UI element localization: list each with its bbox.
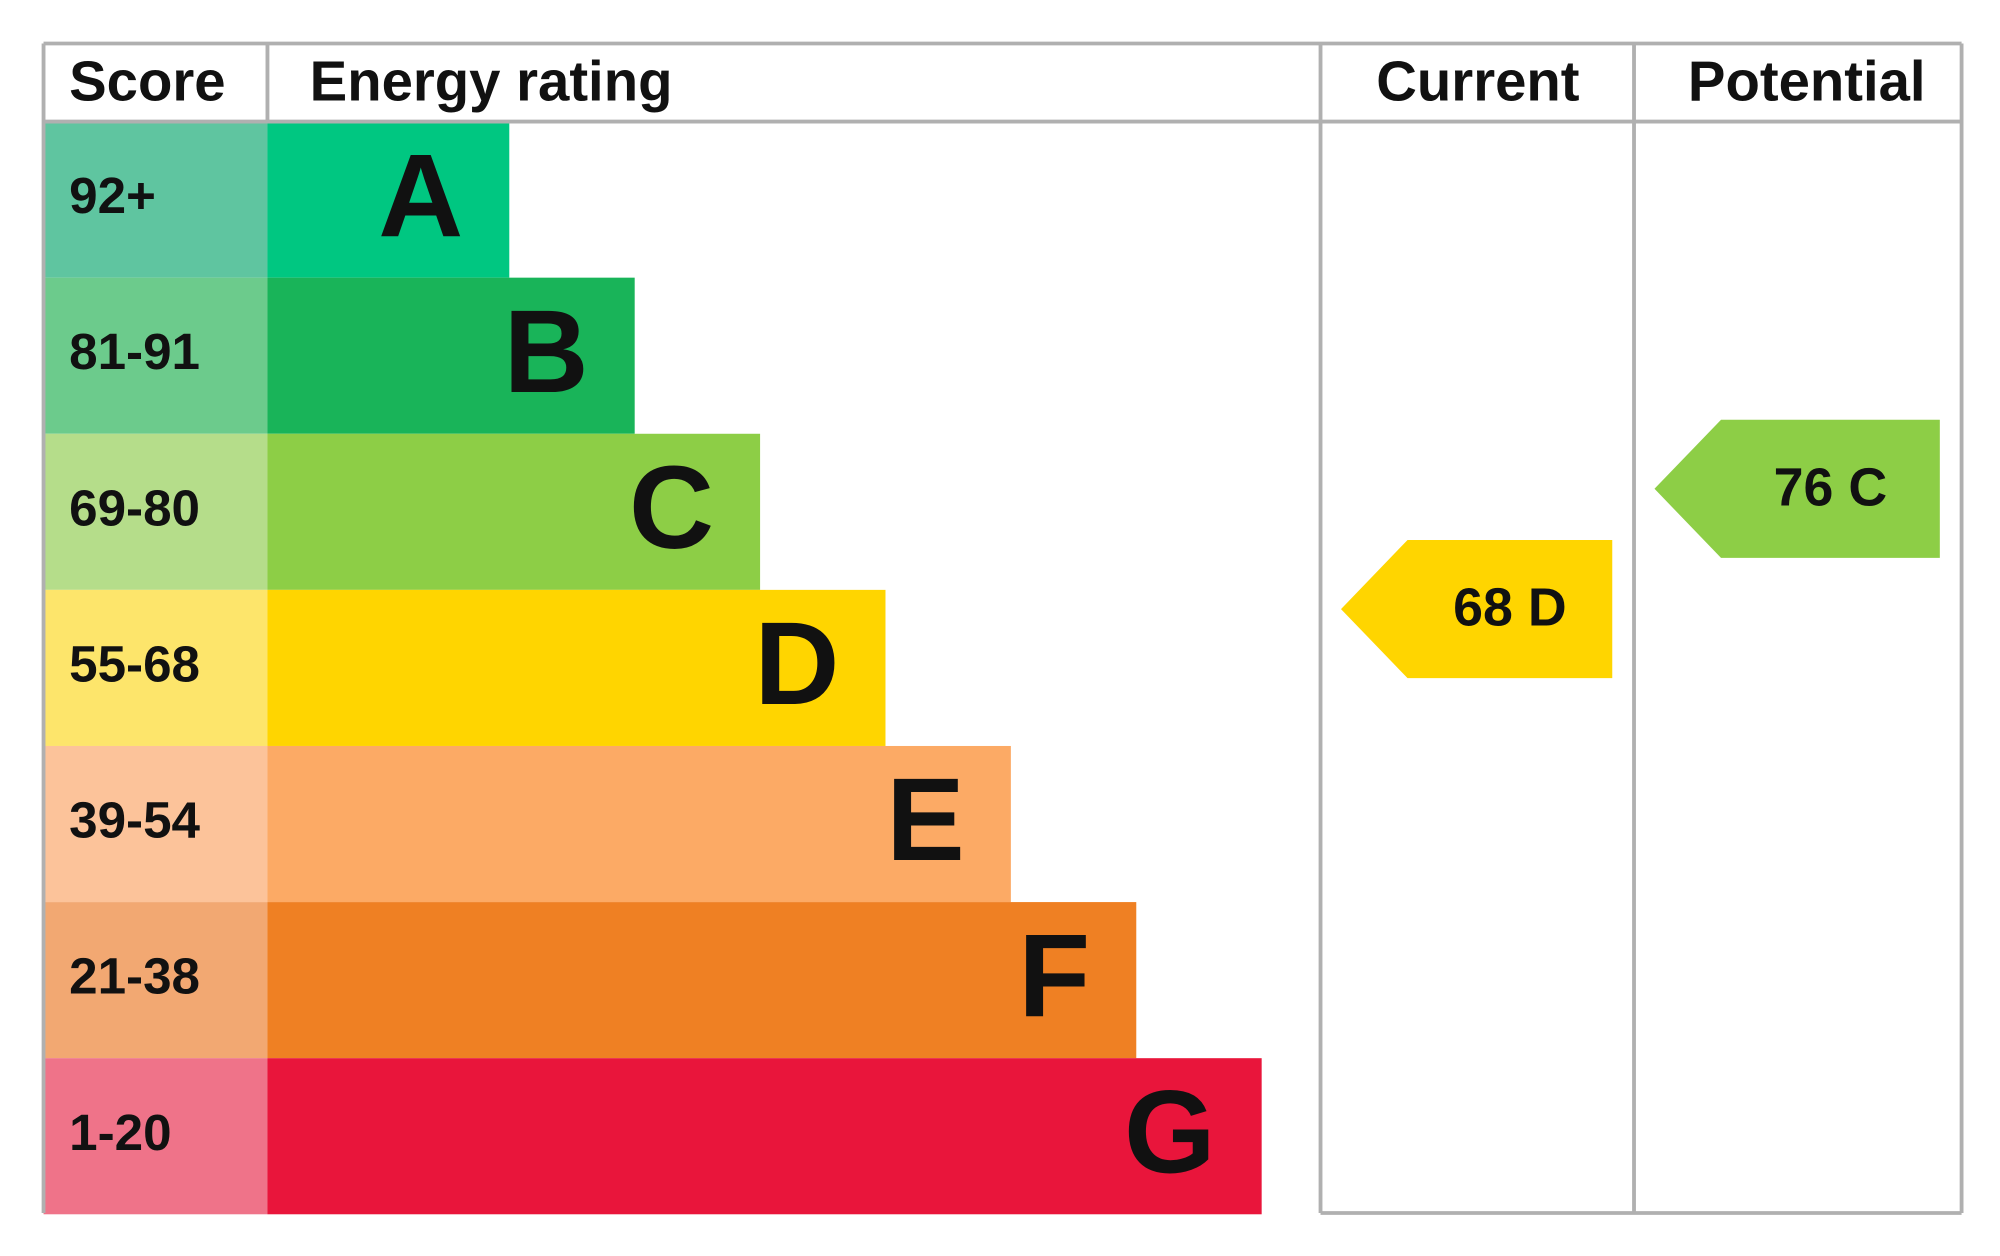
score-range: 1-20 — [69, 1104, 171, 1161]
score-range: 92+ — [69, 167, 156, 224]
rating-bar — [267, 589, 886, 746]
score-cell — [43, 902, 268, 1059]
rating-letter: G — [1124, 1065, 1216, 1197]
current-arrow — [1340, 539, 1613, 679]
rating-letter: F — [1018, 909, 1090, 1041]
current-score: 68 — [1453, 578, 1513, 638]
potential-label: 76 C — [1774, 458, 1888, 518]
score-cell — [43, 433, 268, 590]
rating-letter: D — [754, 597, 839, 729]
rating-letter: B — [504, 285, 589, 417]
score-cell — [43, 589, 268, 746]
score-range: 39-54 — [69, 792, 200, 849]
current-label: 68 D — [1453, 578, 1567, 638]
potential-score: 76 — [1774, 458, 1834, 518]
score-range: 55-68 — [69, 635, 200, 692]
score-cell — [43, 1058, 268, 1215]
score-cell — [43, 277, 268, 434]
score-range: 81-91 — [69, 323, 200, 380]
score-range: 21-38 — [69, 948, 200, 1005]
rating-letter: C — [629, 441, 714, 573]
header-current: Current — [1376, 50, 1580, 113]
current-rating: D — [1528, 578, 1567, 638]
rating-bar — [267, 433, 761, 590]
rating-bar — [267, 745, 1011, 903]
potential-arrow — [1654, 419, 1940, 558]
rating-bar — [267, 277, 635, 434]
rating-bar — [267, 121, 510, 278]
header-potential: Potential — [1688, 50, 1926, 113]
rating-bar — [267, 902, 1137, 1059]
score-cell — [43, 121, 268, 278]
header-rating: Energy rating — [310, 50, 673, 113]
bands: 92+ A 81-91 B 69-80 C 55-68 D 39-54 E 21-38 F 1-20 G — [43, 121, 1262, 1215]
score-cell — [43, 745, 268, 903]
rating-letter: A — [378, 129, 463, 261]
potential-rating: C — [1848, 458, 1887, 518]
header-score: Score — [69, 50, 225, 113]
score-range: 69-80 — [69, 479, 200, 536]
rating-bar — [267, 1058, 1262, 1215]
rating-letter: E — [886, 753, 965, 885]
